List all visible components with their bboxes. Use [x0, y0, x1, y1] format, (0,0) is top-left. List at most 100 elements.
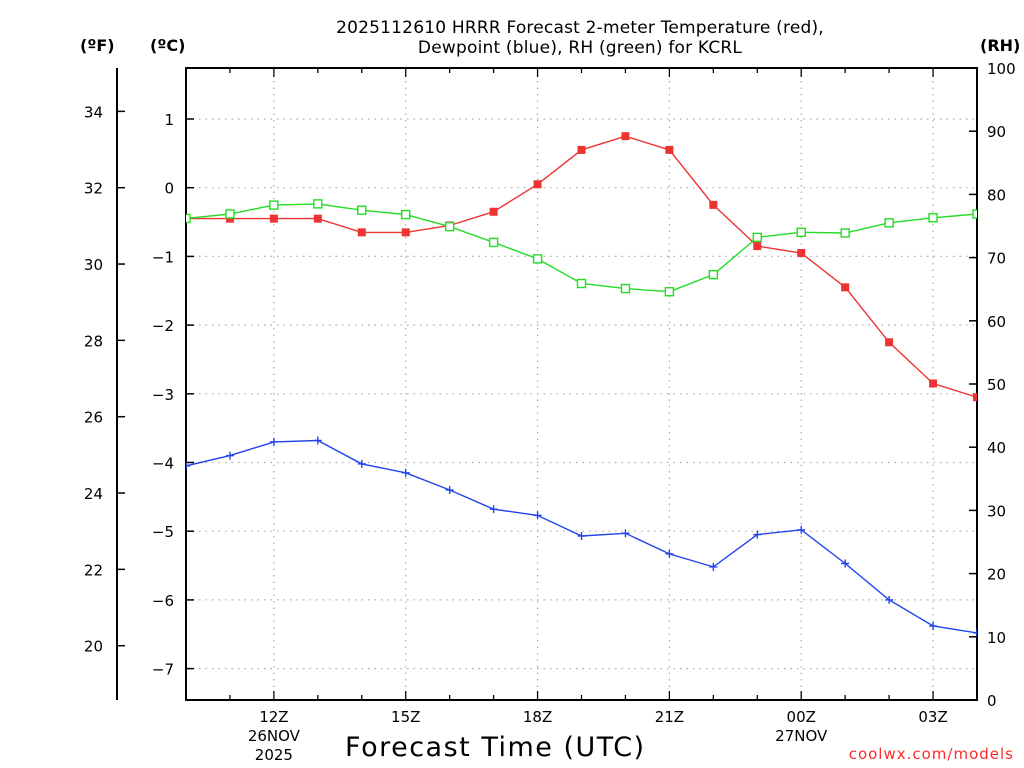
celsius-tick-label: −6 [152, 592, 174, 610]
dewpoint-point [225, 451, 234, 460]
rh-tick-label: 10 [987, 629, 1006, 647]
rh-tick-label: 40 [987, 439, 1006, 457]
fahrenheit-tick-label: 30 [84, 256, 103, 274]
temperature-point [533, 180, 542, 189]
rh-tick-label: 20 [987, 566, 1006, 584]
rh-point [357, 205, 367, 215]
x-tick-label: 18Z [523, 708, 552, 726]
rh-point [928, 213, 938, 223]
temperature-point [929, 379, 938, 388]
rh-point [620, 283, 631, 294]
dewpoint-point [973, 628, 977, 637]
celsius-tick-label: 1 [164, 111, 174, 129]
celsius-tick-label: −7 [152, 661, 174, 679]
x-date-label: 2025 [255, 746, 293, 764]
rh-point [752, 232, 762, 243]
celsius-tick-label: −3 [152, 386, 174, 404]
rh-point [840, 228, 850, 238]
rh-point [884, 218, 894, 228]
dewpoint-point [269, 437, 278, 446]
temperature-point [665, 145, 674, 154]
celsius-tick-label: 0 [164, 180, 174, 198]
temperature-point [577, 145, 586, 154]
chart-title-line1: 2025112610 HRRR Forecast 2-meter Tempera… [336, 18, 824, 38]
rh-point [444, 221, 455, 232]
temperature-point [357, 228, 366, 237]
celsius-tick-label: −1 [152, 248, 174, 266]
celsius-tick-label: −5 [152, 523, 174, 541]
temperature-point [489, 207, 498, 216]
celsius-axis-label: (ºC) [150, 36, 186, 55]
temperature-point [797, 248, 806, 257]
rh-point [225, 209, 235, 219]
dewpoint-point [313, 436, 322, 445]
dewpoint-point [401, 468, 410, 477]
dewpoint-point [357, 459, 366, 468]
celsius-tick-label: −4 [152, 455, 174, 473]
chart-title-line2: Dewpoint (blue), RH (green) for KCRL [417, 38, 743, 58]
rh-line [186, 203, 977, 293]
x-date-label: 26NOV [248, 727, 301, 745]
dewpoint-point [621, 529, 630, 538]
temperature-line [186, 135, 977, 398]
dewpoint-point [929, 622, 938, 631]
dewpoint-point [186, 461, 190, 470]
plot-frame [185, 67, 978, 701]
x-axis-title: Forecast Time (UTC) [345, 732, 646, 763]
rh-point [972, 209, 977, 219]
rh-point [313, 199, 323, 209]
x-tick-label: 12Z [259, 708, 288, 726]
fahrenheit-tick-label: 28 [84, 332, 103, 350]
rh-point [576, 278, 587, 289]
rh-tick-label: 0 [987, 692, 997, 710]
fahrenheit-tick-label: 32 [84, 180, 103, 198]
dewpoint-point [489, 505, 498, 514]
rh-axis-label: (RH) [980, 36, 1021, 55]
rh-tick-label: 100 [987, 60, 1016, 78]
dewpoint-point [753, 530, 762, 539]
dewpoint-point [797, 525, 806, 534]
temperature-point [269, 214, 278, 223]
rh-point [488, 237, 499, 248]
rh-tick-label: 90 [987, 123, 1006, 141]
series-group [186, 132, 977, 637]
temperature-point [753, 242, 762, 251]
temperature-point [401, 228, 410, 237]
site-credit: coolwx.com/models [848, 745, 1014, 763]
rh-point [186, 213, 191, 224]
rh-point [796, 227, 806, 238]
x-tick-label: 15Z [391, 708, 420, 726]
dewpoint-point [709, 562, 718, 571]
rh-point [401, 209, 411, 220]
temperature-point [973, 393, 977, 402]
rh-tick-label: 30 [987, 502, 1006, 520]
fahrenheit-tick-label: 34 [84, 103, 103, 121]
x-tick-label: 00Z [787, 708, 816, 726]
fahrenheit-tick-label: 22 [84, 561, 103, 579]
x-tick-label: 03Z [918, 708, 947, 726]
dewpoint-point [445, 485, 454, 494]
x-date-label: 27NOV [775, 727, 828, 745]
fahrenheit-tick-label: 24 [84, 485, 103, 503]
temperature-point [313, 214, 322, 223]
temperature-point [841, 283, 850, 292]
rh-tick-label: 50 [987, 376, 1006, 394]
temperature-point [621, 132, 630, 141]
temperature-point [885, 338, 894, 347]
rh-point [708, 269, 719, 280]
celsius-tick-label: −2 [152, 317, 174, 335]
dewpoint-point [885, 595, 894, 604]
rh-point [664, 287, 675, 297]
rh-point [269, 200, 279, 210]
fahrenheit-axis-label: (ºF) [80, 36, 115, 55]
rh-tick-label: 80 [987, 186, 1006, 204]
rh-point [532, 254, 543, 264]
rh-tick-label: 70 [987, 250, 1006, 268]
temperature-point [709, 200, 718, 209]
dewpoint-point [533, 511, 542, 520]
rh-tick-label: 60 [987, 313, 1006, 331]
dewpoint-point [841, 559, 850, 568]
dewpoint-point [665, 549, 674, 558]
dewpoint-point [577, 532, 586, 541]
fahrenheit-tick-label: 20 [84, 638, 103, 656]
